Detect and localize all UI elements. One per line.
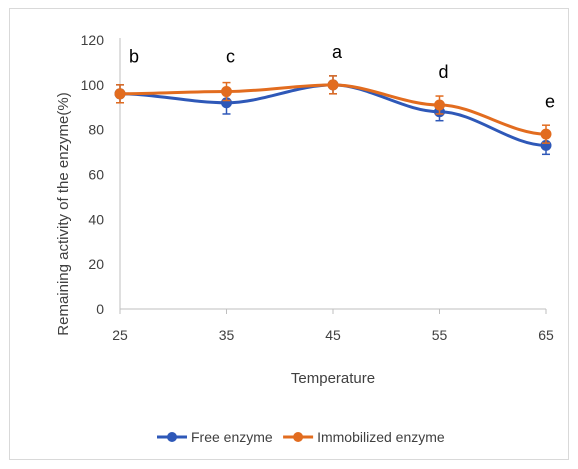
data-point <box>114 88 126 100</box>
y-tick-label: 120 <box>81 32 105 48</box>
x-tick-label: 45 <box>325 327 341 343</box>
series-immobilized-enzyme <box>114 75 552 144</box>
legend-label: Free enzyme <box>191 429 273 445</box>
legend-swatch-marker <box>167 432 177 442</box>
data-point <box>221 86 232 98</box>
legend: Free enzyme Immobilized enzyme <box>157 429 445 445</box>
significance-letter: e <box>545 91 555 111</box>
significance-letter: c <box>226 46 235 66</box>
x-tick-label: 65 <box>538 327 554 343</box>
significance-letter: b <box>129 46 139 66</box>
y-tick-label: 20 <box>88 256 104 272</box>
x-tick-label: 25 <box>112 327 128 343</box>
annotations: b c a d e <box>129 42 555 111</box>
data-point <box>540 128 552 140</box>
data-point <box>327 79 339 91</box>
series-layer <box>114 75 552 156</box>
legend-swatch-marker <box>293 432 304 442</box>
x-tick-label: 35 <box>219 327 235 343</box>
significance-letter: a <box>332 42 343 62</box>
y-tick-label: 0 <box>96 301 104 317</box>
axes: 0 20 40 60 80 100 120 25 35 45 55 65 <box>81 32 554 343</box>
y-tick-label: 60 <box>88 167 104 183</box>
x-axis-title: Temperature <box>291 370 375 387</box>
legend-item: Free enzyme <box>157 429 273 445</box>
y-tick-label: 40 <box>88 211 104 227</box>
y-axis-title: Remaining activity of the enzyme(%) <box>55 92 72 335</box>
y-tick-label: 80 <box>88 122 104 138</box>
legend-label: Immobilized enzyme <box>317 429 445 445</box>
data-point <box>434 99 445 111</box>
chart-frame <box>9 8 569 460</box>
y-tick-label: 100 <box>81 77 105 93</box>
x-tick-label: 55 <box>432 327 448 343</box>
significance-letter: d <box>438 62 448 82</box>
legend-item: Immobilized enzyme <box>283 429 445 445</box>
